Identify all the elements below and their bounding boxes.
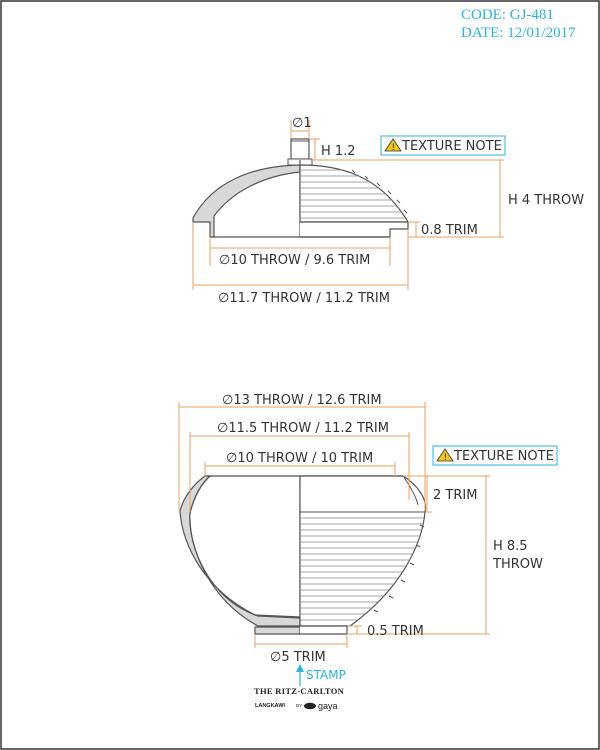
svg-text:!: ! — [444, 453, 448, 463]
bowl-dimensions — [178, 402, 490, 648]
bowl-outer-diameter: ∅13 THROW / 12.6 TRIM — [222, 393, 382, 408]
stamp-label: STAMP — [306, 668, 346, 682]
lid-inner-diameter: ∅10 THROW / 9.6 TRIM — [219, 253, 370, 268]
svg-text:!: ! — [392, 143, 396, 153]
logo-location: LANGKAWI — [255, 703, 285, 709]
logo-by: BY — [296, 703, 302, 708]
stamp-arrow — [296, 664, 304, 686]
lid-trim: 0.8 TRIM — [421, 223, 478, 238]
lid-height: H 4 THROW — [508, 193, 584, 208]
bowl-mid-diameter: ∅11.5 THROW / 11.2 TRIM — [217, 421, 389, 436]
lid-textured-half — [299, 164, 410, 223]
bowl-texture-note: ! TEXTURE NOTE — [432, 445, 558, 466]
lid-knob-diameter: ∅1 — [292, 116, 312, 131]
logo-brand: THE RITZ-CARLTON — [254, 686, 345, 696]
lid-knob — [290, 138, 310, 160]
bowl-textured-half — [299, 475, 427, 627]
bowl-rim-trim: 2 TRIM — [433, 488, 477, 503]
date-label: DATE: 12/01/2017 — [461, 25, 576, 41]
bowl-drawing — [179, 475, 427, 635]
code-label: CODE: GJ-481 — [461, 7, 554, 23]
bowl-foot-trim: 0.5 TRIM — [367, 624, 424, 639]
gaya-mark-icon — [304, 702, 316, 710]
lid-section-shell — [192, 164, 301, 238]
bowl-rim-diameter: ∅10 THROW / 10 TRIM — [226, 451, 373, 466]
logo-partner: gaya — [318, 701, 338, 711]
warning-icon: ! — [436, 448, 454, 463]
lid-texture-note-label: TEXTURE NOTE — [401, 139, 502, 154]
bowl-height-line1: H 8.5 — [493, 539, 528, 554]
bowl-section-shell — [179, 475, 301, 635]
bowl-height-line2: THROW — [492, 557, 543, 572]
warning-icon: ! — [384, 138, 402, 153]
lid-outer-diameter: ∅11.7 THROW / 11.2 TRIM — [218, 291, 390, 306]
lid-knob-height: H 1.2 — [321, 144, 356, 159]
ritz-carlton-gaya-logo: THE RITZ-CARLTON LANGKAWI BY gaya — [254, 686, 345, 711]
bowl-foot-diameter: ∅5 TRIM — [270, 650, 326, 665]
bowl-texture-note-label: TEXTURE NOTE — [453, 449, 554, 464]
lid-texture-note: ! TEXTURE NOTE — [380, 135, 506, 156]
lid-dimensions — [192, 120, 504, 290]
